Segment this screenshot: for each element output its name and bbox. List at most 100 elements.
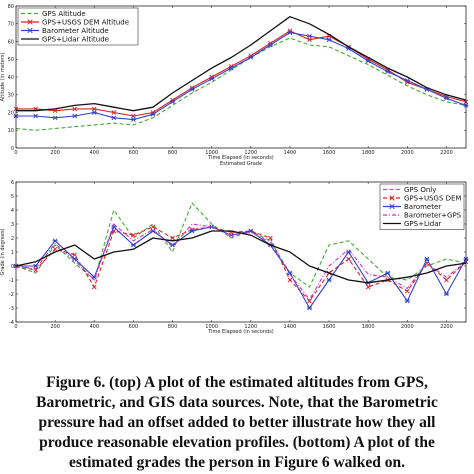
series-line [15, 226, 467, 302]
x-tick-label: 1000 [205, 324, 218, 330]
data-point [424, 256, 430, 262]
data-point [307, 298, 312, 304]
data-point [131, 113, 136, 119]
y-tick-label: 30 [8, 93, 14, 99]
y-tick-label: -4 [9, 320, 14, 326]
legend-marker [389, 195, 395, 201]
data-point [52, 115, 58, 121]
series-line [15, 230, 467, 284]
x-tick-label: 800 [168, 324, 178, 330]
x-tick-label: 800 [168, 150, 178, 156]
data-point [443, 95, 449, 101]
x-tick-label: 1200 [244, 324, 257, 330]
y-tick-label: 3 [11, 222, 14, 228]
legend-label: Barometer+GPS [404, 211, 462, 219]
data-point [443, 291, 449, 297]
caption-line: pressure had an offset added to better i… [38, 414, 436, 431]
legend-marker [27, 19, 33, 25]
data-point [444, 277, 449, 283]
data-point [170, 235, 175, 241]
y-tick-label: 6 [11, 180, 14, 186]
legend-label: GPS+USGS DEM [404, 194, 461, 202]
x-tick-label: 1600 [323, 150, 336, 156]
data-point [189, 87, 195, 92]
data-point [346, 256, 351, 262]
legend-label: Barometer [404, 203, 441, 211]
data-point [52, 238, 58, 244]
y-tick-label: 20 [8, 110, 14, 116]
data-point [326, 37, 332, 43]
y-tick-label: 10 [8, 128, 14, 134]
y-tick-label: 60 [8, 39, 14, 45]
data-point [111, 110, 117, 115]
x-tick-label: 400 [89, 150, 99, 156]
x-tick-label: 1000 [205, 150, 218, 156]
plot-frame [15, 181, 467, 323]
x-tick-label: 200 [50, 150, 60, 156]
legend-label: GPS Only [404, 186, 436, 194]
data-point [228, 65, 234, 71]
x-tick-label: 1800 [362, 324, 375, 330]
x-tick-label: 2000 [401, 150, 414, 156]
data-point [404, 298, 410, 304]
x-tick-label: 1800 [362, 150, 375, 156]
legend-label: GPS+Lidar Altitude [42, 35, 109, 43]
y-tick-label: 40 [8, 75, 14, 81]
caption-line: estimated grades the person in Figure 6 … [69, 454, 405, 471]
data-point [268, 235, 273, 241]
data-point [91, 284, 97, 290]
caption-line: produce reasonable elevation profiles. (… [39, 434, 435, 451]
x-tick-label: 2000 [401, 324, 414, 330]
x-tick-label: 600 [129, 150, 139, 156]
x-axis-label-2: Estimated Grade [220, 161, 262, 167]
x-tick-label: 200 [50, 324, 60, 330]
data-point [326, 277, 332, 283]
legend-marker [27, 27, 33, 34]
y-axis-label: Grade (in degrees) [0, 228, 6, 275]
data-point [91, 110, 97, 115]
data-point [365, 284, 371, 290]
x-tick-label: 2200 [440, 150, 453, 156]
y-tick-label: 5 [11, 194, 14, 200]
data-point [385, 270, 391, 276]
y-tick-label: 2 [11, 236, 14, 242]
data-point [91, 106, 97, 112]
legend-label: GPS+USGS DEM Altitude [42, 18, 129, 26]
data-point [189, 228, 195, 234]
data-point [385, 69, 391, 74]
data-point [111, 115, 117, 121]
series-line [16, 32, 467, 121]
y-tick-label: 50 [8, 57, 14, 63]
y-tick-label: 1 [11, 250, 14, 256]
legend-label: Barometer Altitude [42, 27, 109, 35]
data-point [209, 76, 215, 82]
x-axis-label: Time Elapsed (in seconds) [207, 329, 274, 335]
legend-marker [389, 203, 395, 210]
legend-label: GPS+Lidar [404, 220, 442, 228]
y-tick-label: 0 [11, 146, 14, 152]
data-point [72, 113, 78, 119]
data-point [150, 224, 156, 230]
data-point [72, 252, 78, 258]
data-point [150, 111, 156, 117]
legend-label: GPS Altitude [42, 10, 86, 18]
data-point [130, 117, 136, 122]
x-tick-label: 1400 [284, 324, 297, 330]
data-point [131, 232, 136, 238]
altitude-chart: 0 200 400 600 800 1000 1200 1400 1600 1800 2000 220… [0, 4, 469, 167]
data-point [287, 270, 293, 276]
series-line [15, 37, 467, 131]
caption-line: Figure 6. (top) A plot of the estimated … [46, 374, 428, 391]
data-point [365, 58, 371, 64]
data-point [404, 288, 410, 294]
data-point [287, 277, 293, 283]
data-point [404, 78, 410, 83]
data-point [33, 113, 39, 119]
data-point [267, 42, 273, 48]
data-point [307, 37, 312, 43]
x-axis-label: Time Elapsed (in seconds) [207, 155, 274, 161]
data-point [287, 30, 293, 35]
y-tick-label: -1 [9, 278, 14, 284]
